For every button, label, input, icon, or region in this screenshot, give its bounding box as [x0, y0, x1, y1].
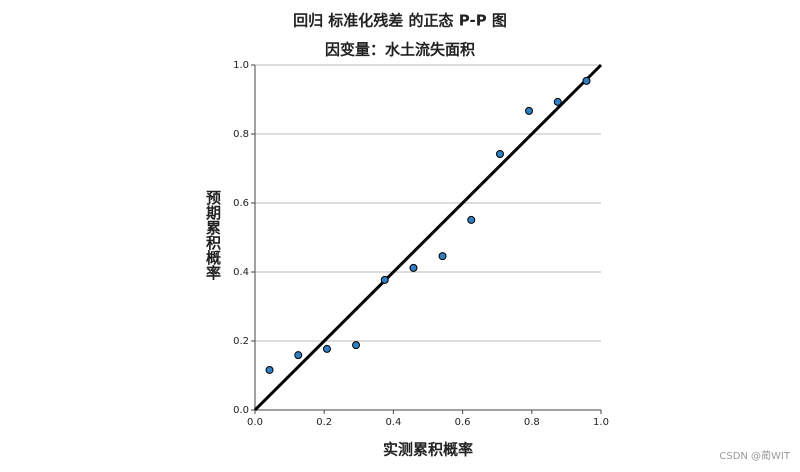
- watermark: CSDN @蔺WIT: [719, 450, 791, 462]
- y-axis-label: 预期累积概率: [204, 190, 222, 281]
- y-tick-label: 0.0: [233, 405, 249, 416]
- point: [438, 252, 447, 261]
- point: [380, 275, 389, 284]
- point: [322, 344, 331, 353]
- y-tick-label: 0.2: [233, 336, 249, 347]
- y-tick-label: 0.8: [233, 129, 249, 140]
- chart-title: 回归 标准化残差 的正态 P-P 图: [293, 12, 507, 30]
- x-tick-label: 0.4: [385, 417, 401, 428]
- y-tick-label: 0.4: [233, 267, 249, 278]
- point: [467, 215, 476, 224]
- x-tick-label: 1.0: [593, 417, 609, 428]
- x-tick-label: 0.6: [455, 417, 471, 428]
- y-tick-label: 0.6: [233, 198, 249, 209]
- point: [495, 150, 504, 159]
- point: [553, 97, 562, 106]
- x-tick-label: 0.0: [247, 417, 263, 428]
- x-tick-label: 0.8: [524, 417, 540, 428]
- chart-subtitle: 因变量：水土流失面积: [325, 41, 475, 59]
- y-tick-label: 1.0: [233, 60, 249, 71]
- point: [294, 351, 303, 360]
- point: [352, 341, 361, 350]
- reference-line: [253, 63, 603, 412]
- x-axis-label: 实测累积概率: [383, 441, 473, 459]
- point: [525, 106, 534, 115]
- x-tick-label: 0.2: [316, 417, 332, 428]
- point: [582, 76, 591, 85]
- point: [409, 263, 418, 272]
- point: [265, 365, 274, 374]
